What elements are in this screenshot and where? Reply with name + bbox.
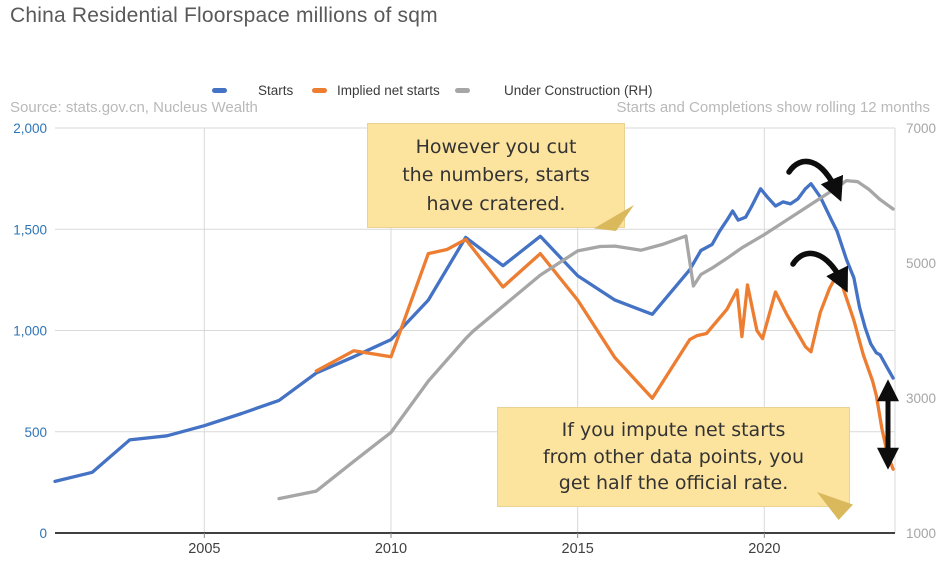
left-axis-label: 0 — [39, 526, 47, 541]
legend-item-implied-net-starts[interactable]: Implied net starts — [312, 80, 440, 100]
right-axis-label: 3000 — [906, 391, 936, 406]
annotation-arrows — [786, 158, 900, 470]
source-note: Source: stats.gov.cn, Nucleus Wealth — [10, 99, 258, 116]
legend-label: Implied net starts — [337, 82, 440, 98]
left-axis-label: 2,000 — [13, 121, 47, 136]
callout-half-official-rate: If you impute net starts from other data… — [497, 407, 853, 520]
series-line-implied-net-starts — [314, 237, 895, 471]
page-title: China Residential Floorspace millions of… — [10, 4, 438, 27]
right-axis-label: 7000 — [906, 121, 936, 136]
right-axis-label: 1000 — [906, 526, 936, 541]
axes: 2005 2010 2015 2020 0 500 1,000 1,500 2,000 1000 3… — [13, 121, 936, 557]
legend-swatch — [212, 87, 227, 93]
series-line-starts — [53, 182, 895, 484]
legend-label: Starts — [258, 82, 294, 98]
x-axis-label: 2020 — [748, 541, 780, 557]
legend: Starts Implied net starts Under Constructi… — [0, 80, 949, 100]
callout-text: However you cut the numbers, starts have… — [402, 135, 590, 215]
left-axis-label: 500 — [24, 425, 47, 440]
curved-arrow — [790, 250, 848, 293]
left-axis-label: 1,500 — [13, 222, 47, 237]
left-axis-label: 1,000 — [13, 324, 47, 339]
x-axis-label: 2005 — [188, 541, 220, 557]
rolling-months-note: Starts and Completions show rolling 12 m… — [616, 99, 931, 116]
legend-item-starts[interactable]: Starts — [212, 80, 293, 100]
legend-label: Under Construction (RH) — [504, 82, 653, 98]
callout-text: If you impute net starts from other data… — [542, 418, 805, 495]
x-axis-label: 2015 — [562, 541, 594, 557]
legend-swatch — [312, 87, 327, 93]
callout-starts-cratered: However you cut the numbers, starts have… — [367, 123, 634, 231]
curved-arrow — [786, 158, 844, 202]
right-axis-label: 5000 — [906, 256, 936, 271]
x-axis-label: 2010 — [375, 541, 407, 557]
legend-item-under-construction-rh-[interactable]: Under Construction (RH) — [455, 80, 653, 100]
legend-swatch — [455, 87, 470, 93]
